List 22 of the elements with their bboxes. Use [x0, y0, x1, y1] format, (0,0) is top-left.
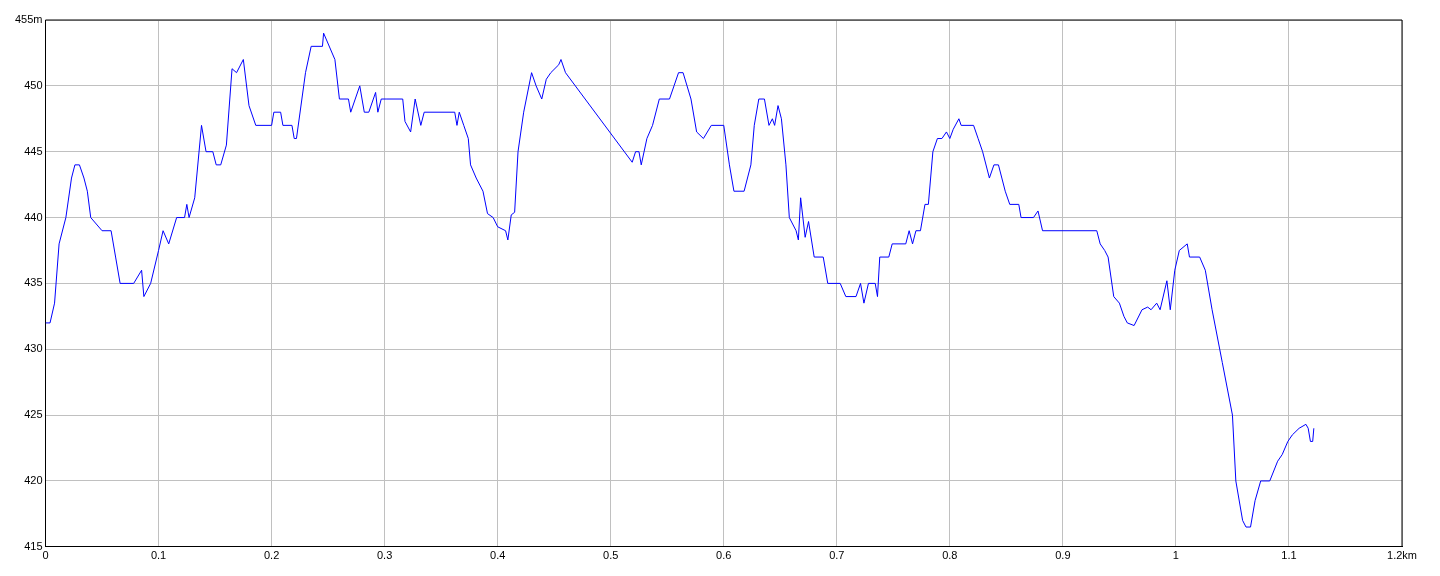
x-tick-label: 0.4 — [490, 549, 506, 562]
y-tick-label: 435 — [24, 276, 43, 289]
y-tick-label: 430 — [24, 342, 43, 355]
x-tick-label: 0 — [42, 549, 49, 562]
x-tick-label: 0.6 — [716, 549, 732, 562]
x-tick-label: 0.9 — [1055, 549, 1071, 562]
y-tick-label: 440 — [24, 210, 43, 223]
x-tick-label: 0.3 — [376, 549, 393, 562]
x-tick-label: 0.2 — [263, 549, 280, 562]
y-tick-label: 445 — [24, 144, 43, 157]
x-tick-label: 1.1 — [1281, 549, 1297, 562]
y-tick-label: 420 — [24, 473, 43, 486]
y-tick-label: 425 — [24, 408, 43, 421]
x-tick-label: 1.2km — [1387, 549, 1417, 562]
y-tick-label: 450 — [24, 78, 43, 91]
x-tick-label: 0.8 — [942, 549, 958, 562]
x-tick-label: 0.7 — [829, 549, 845, 562]
y-tick-label: 415 — [24, 539, 43, 552]
x-tick-label: 0.5 — [603, 549, 619, 562]
y-tick-label: 455m — [14, 13, 43, 26]
x-tick-label: 0.1 — [150, 549, 167, 562]
x-tick-label: 1 — [1172, 549, 1179, 562]
